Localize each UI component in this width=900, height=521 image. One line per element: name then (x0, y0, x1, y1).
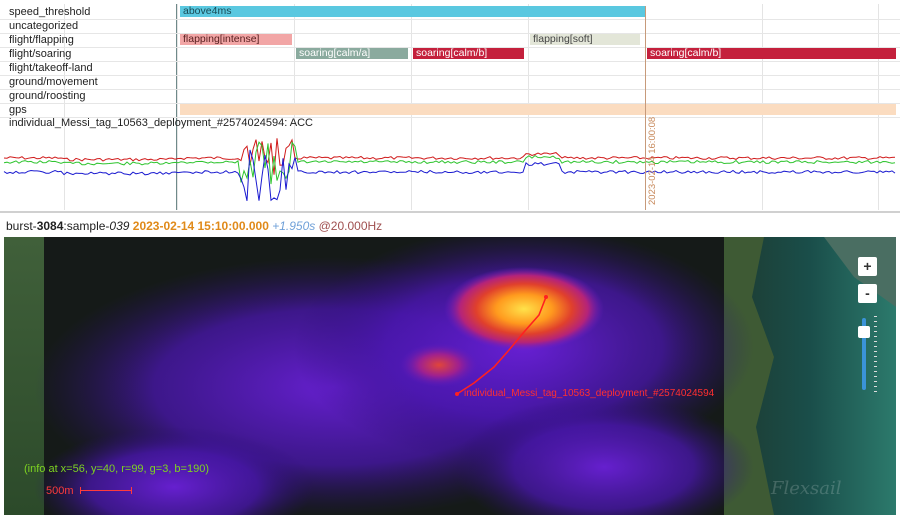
acc-title: individual_Messi_tag_10563_deployment_#2… (9, 117, 313, 129)
time-cursor-label: 2023-02-14 16:00:08 (647, 116, 658, 205)
grid-line-start (176, 4, 177, 210)
row-label: flight/soaring (9, 48, 72, 60)
sample-prefix: :sample- (63, 219, 110, 233)
time-cursor[interactable] (645, 6, 646, 210)
row-label: flight/takeoff-land (9, 62, 93, 74)
gps-track (456, 296, 547, 395)
annotation-segment[interactable]: flapping[soft] (530, 34, 640, 45)
annotation-segment[interactable]: above4ms (180, 6, 646, 17)
timeline-row[interactable]: ground/roosting (0, 89, 900, 104)
map-watermark: Flexsail (771, 478, 842, 499)
scale-label: 500m (46, 485, 74, 497)
row-label: gps (9, 104, 27, 116)
timeline-row[interactable]: uncategorized (0, 19, 900, 34)
timeline-row[interactable]: gps (0, 103, 900, 118)
burst-id: 3084 (36, 219, 64, 233)
zoom-out-button[interactable]: - (858, 284, 877, 303)
track-start-point (455, 392, 459, 396)
grid-line (64, 4, 65, 210)
zoom-slider-track[interactable] (862, 318, 866, 390)
acc-y-series (3, 141, 896, 185)
annotation-segment[interactable]: flapping[intense] (180, 34, 292, 45)
timeline-row[interactable]: speed_threshold (0, 5, 900, 20)
map-view[interactable] (4, 237, 896, 515)
acc-x-series (3, 138, 896, 175)
bottom-strip (0, 515, 900, 521)
annotation-segment[interactable]: soaring[calm/b] (413, 48, 524, 59)
zoom-slider-ticks (874, 316, 877, 392)
scale-bar (80, 487, 132, 494)
row-label: speed_threshold (9, 6, 91, 18)
sample-timestamp: 2023-02-14 15:10:00.000 (132, 219, 269, 233)
row-label: ground/movement (9, 76, 98, 88)
grid-line (177, 4, 178, 210)
timeline-row[interactable]: flight/flapping (0, 33, 900, 48)
acc-z-series (3, 149, 896, 202)
annotation-timeline[interactable]: speed_threshold uncategorized flight/flapp… (0, 0, 900, 213)
annotation-segment[interactable]: soaring[calm/a] (296, 48, 408, 59)
track-label: individual_Messi_tag_10563_deployment_#2… (464, 388, 715, 399)
zoom-slider-handle[interactable] (858, 326, 870, 338)
sample-duration: +1.950s (272, 219, 316, 233)
row-label: uncategorized (9, 20, 79, 32)
sample-status: burst-3084:sample-039 2023-02-14 15:10:0… (6, 219, 382, 233)
panel-divider[interactable] (0, 211, 900, 213)
sample-frequency: @20.000Hz (318, 219, 383, 233)
acc-plot[interactable] (0, 128, 900, 210)
burst-prefix: burst- (6, 219, 37, 233)
heatmap-layer (4, 237, 896, 515)
annotation-segment[interactable] (180, 104, 896, 115)
timeline-row[interactable]: flight/soaring (0, 47, 900, 62)
zoom-in-button[interactable]: + (858, 257, 877, 276)
timeline-row[interactable]: flight/takeoff-land (0, 61, 900, 76)
row-label: flight/flapping (9, 34, 74, 46)
track-end-point (544, 295, 548, 299)
sample-id: 039 (109, 219, 130, 233)
annotation-segment[interactable]: soaring[calm/b] (647, 48, 896, 59)
pixel-info: (info at x=56, y=40, r=99, g=3, b=190) (24, 463, 209, 475)
row-label: ground/roosting (9, 90, 86, 102)
timeline-row[interactable]: ground/movement (0, 75, 900, 90)
